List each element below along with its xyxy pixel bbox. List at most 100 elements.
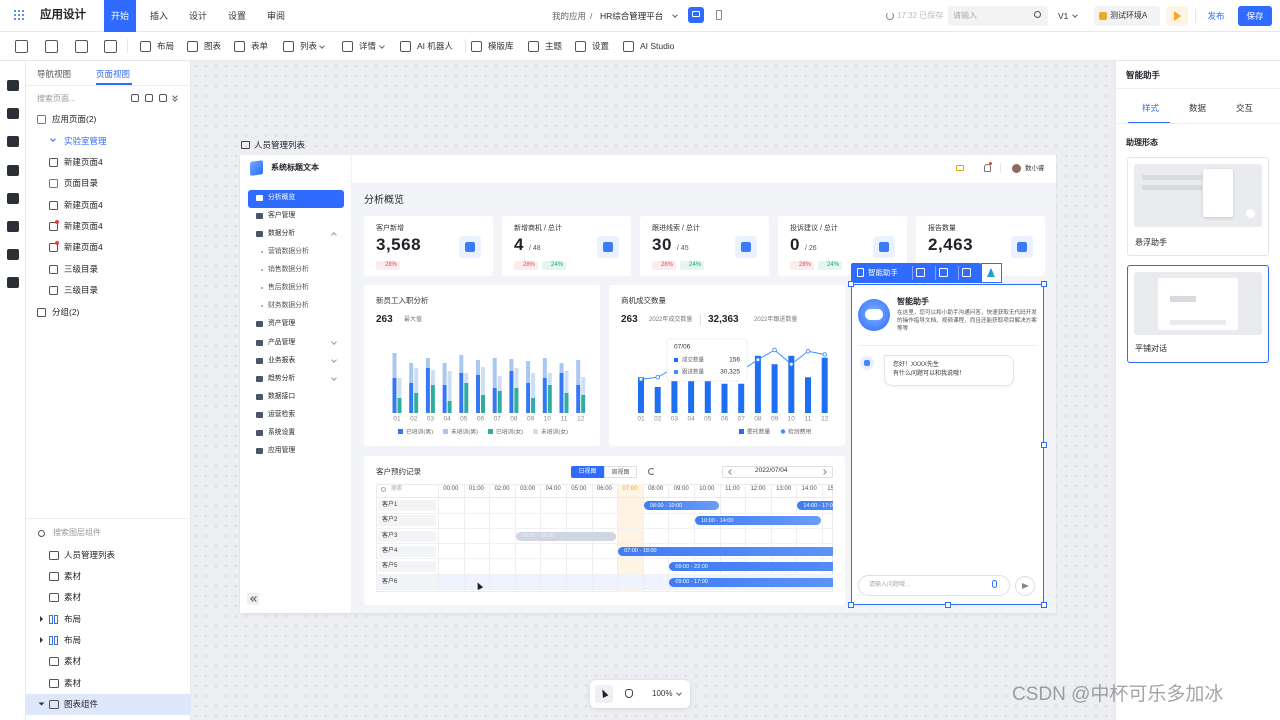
icon[interactable]	[131, 94, 139, 102]
toolbar-item[interactable]: 详情	[359, 41, 376, 51]
assistant-toolbar-label[interactable]: 智能助手	[868, 268, 898, 277]
booking-bar[interactable]: 10:00 - 14:00	[695, 516, 821, 525]
toolbar-item[interactable]: 布局	[157, 41, 174, 51]
publish-button[interactable]: 发布	[1200, 6, 1232, 26]
refresh-icon[interactable]	[648, 468, 655, 475]
notification-icon[interactable]	[984, 164, 991, 172]
row-name: 客户5	[382, 563, 397, 570]
top-tab[interactable]: 插入	[143, 0, 175, 32]
toolbar-item[interactable]: 列表	[300, 41, 317, 51]
toolbar-icon	[857, 268, 864, 277]
rail-icon[interactable]	[7, 249, 19, 260]
bar	[822, 358, 828, 413]
hour-column	[771, 484, 772, 592]
page-item[interactable]: 新建页面4	[64, 242, 103, 252]
mic-icon[interactable]	[992, 580, 997, 588]
icon[interactable]	[159, 94, 167, 102]
icon[interactable]	[145, 94, 153, 102]
zoom-level[interactable]: 100%	[652, 689, 672, 699]
rail-icon[interactable]	[7, 165, 19, 176]
layer-search[interactable]: 搜索图层组件	[53, 528, 101, 538]
rail-icon[interactable]	[7, 80, 19, 91]
breadcrumb-item[interactable]: HR综合管理平台	[600, 11, 663, 21]
toolbar-item[interactable]: 表单	[251, 41, 268, 51]
top-tab[interactable]: 设计	[182, 0, 214, 32]
toolbar-item[interactable]: 主题	[545, 41, 562, 51]
icon[interactable]	[15, 40, 28, 53]
panel-tab[interactable]: 导航视图	[37, 69, 71, 79]
toolbar-item[interactable]: AI 机器人	[417, 41, 453, 51]
menu-item[interactable]: 财务数据分析	[268, 302, 309, 310]
layer-item[interactable]: 素材	[64, 678, 81, 688]
menu-item[interactable]: 客户管理	[268, 212, 295, 220]
menu-item[interactable]: 业务报表	[268, 357, 295, 365]
toolbar-item[interactable]: 设置	[592, 41, 609, 51]
page-search[interactable]: 搜索页面...	[37, 94, 76, 104]
booking-bar[interactable]: 07:00 - 18:00	[618, 547, 833, 556]
user-avatar[interactable]	[1012, 164, 1021, 173]
layer-item[interactable]: 素材	[64, 571, 81, 581]
rail-icon[interactable]	[7, 221, 19, 232]
page-item[interactable]: 三级目录	[64, 264, 98, 274]
menu-item[interactable]: 分析概览	[268, 194, 295, 202]
layer-item[interactable]: 素材	[64, 656, 81, 666]
view-toggle[interactable]: 日视图	[571, 466, 604, 478]
menu-item[interactable]: 数据接口	[268, 393, 295, 401]
layer-item[interactable]: 图表组件	[64, 699, 98, 709]
rail-icon[interactable]	[7, 277, 19, 288]
menu-item[interactable]: 营销数据分析	[268, 248, 309, 256]
rail-icon[interactable]	[7, 136, 19, 147]
menu-item[interactable]: 产品管理	[268, 339, 295, 347]
panel-tab[interactable]: 交互	[1236, 103, 1253, 113]
view-toggle[interactable]: 周视图	[604, 466, 637, 478]
menu-item[interactable]: 应用管理	[268, 447, 295, 455]
menu-item[interactable]: 系统设置	[268, 429, 295, 437]
layer-item[interactable]: 人员管理列表	[64, 550, 115, 560]
page-item[interactable]: 实验室管理	[64, 136, 107, 146]
version-select[interactable]: V1	[1058, 11, 1068, 21]
breadcrumb-item[interactable]: 我的应用	[552, 11, 586, 21]
toolbar-action[interactable]	[916, 268, 925, 277]
panel-tab[interactable]: 样式	[1142, 103, 1159, 113]
page-item[interactable]: 三级目录	[64, 285, 98, 295]
booking-bar[interactable]: 08:00 - 10:00	[644, 501, 719, 510]
panel-tab[interactable]: 数据	[1189, 103, 1206, 113]
top-tab[interactable]: 审阅	[260, 0, 292, 32]
page-item[interactable]: 应用页面(2)	[52, 114, 96, 124]
page-item[interactable]: 分组(2)	[52, 307, 79, 317]
toolbar-action[interactable]	[939, 268, 948, 277]
hour-label: 09:00	[668, 486, 694, 493]
booking-bar[interactable]: 03:00 - 06:00	[516, 532, 616, 541]
menu-item[interactable]: 资产管理	[268, 320, 295, 328]
rail-icon[interactable]	[7, 193, 19, 204]
layer-item[interactable]: 布局	[64, 635, 81, 645]
page-item[interactable]: 新建页面4	[64, 157, 103, 167]
top-tab[interactable]: 开始	[104, 0, 136, 32]
icon[interactable]	[45, 40, 58, 53]
header-icon[interactable]	[956, 165, 964, 171]
toolbar-action[interactable]	[962, 268, 971, 277]
booking-bar[interactable]: 09:00 - 22:00	[669, 562, 833, 571]
icon[interactable]	[104, 40, 117, 53]
top-tab[interactable]: 设置	[221, 0, 253, 32]
hand-tool[interactable]	[625, 689, 633, 698]
page-item[interactable]: 新建页面4	[64, 221, 103, 231]
layer-item[interactable]: 布局	[64, 614, 81, 624]
save-button[interactable]: 保存	[1238, 6, 1272, 26]
booking-bar[interactable]: 09:00 - 17:00	[669, 578, 833, 587]
layer-item[interactable]: 素材	[64, 592, 81, 602]
page-item[interactable]: 新建页面4	[64, 200, 103, 210]
menu-item[interactable]: 趋势分析	[268, 375, 295, 383]
menu-item[interactable]: 销售数据分析	[268, 266, 309, 274]
panel-tab[interactable]: 页面视图	[96, 69, 130, 79]
booking-bar[interactable]: 14:00 - 17:00	[797, 501, 833, 510]
menu-item[interactable]: 运营检索	[268, 411, 295, 419]
toolbar-item[interactable]: 模版库	[488, 41, 514, 51]
toolbar-item[interactable]: 图表	[204, 41, 221, 51]
toolbar-item[interactable]: AI Studio	[640, 41, 675, 51]
page-item[interactable]: 页面目录	[64, 178, 98, 188]
menu-item[interactable]: 数据分析	[268, 230, 295, 238]
rail-icon[interactable]	[7, 108, 19, 119]
icon[interactable]	[75, 40, 88, 53]
menu-item[interactable]: 售后数据分析	[268, 284, 309, 292]
